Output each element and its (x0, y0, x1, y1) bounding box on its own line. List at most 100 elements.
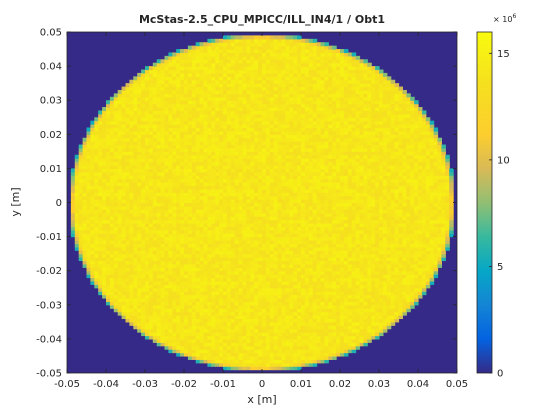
heatmap-cell (254, 154, 259, 159)
heatmap-cell (234, 185, 240, 190)
heatmap-cell (226, 100, 232, 105)
heatmap-cell (207, 168, 212, 173)
heatmap-cell (304, 134, 310, 139)
heatmap-cell (250, 86, 255, 91)
heatmap-cell (145, 335, 150, 340)
heatmap-cell (262, 253, 267, 258)
heatmap-cell (113, 195, 119, 200)
heatmap-cell (250, 117, 255, 122)
heatmap-cell (172, 117, 177, 122)
heatmap-cell (168, 158, 173, 163)
heatmap-cell (207, 147, 212, 152)
heatmap-cell (207, 321, 212, 326)
heatmap-cell (141, 171, 146, 176)
heatmap-cell (226, 86, 232, 91)
heatmap-cell (230, 280, 236, 285)
heatmap-cell (148, 137, 154, 142)
heatmap-cell (199, 359, 205, 364)
heatmap-cell (145, 72, 150, 77)
heatmap-cell (223, 277, 228, 282)
heatmap-cell (211, 315, 216, 320)
heatmap-cell (203, 325, 208, 330)
heatmap-cell (195, 342, 201, 347)
heatmap-cell (121, 267, 127, 272)
heatmap-cell (215, 297, 220, 302)
heatmap-cell (113, 263, 119, 268)
heatmap-cell (254, 107, 259, 112)
heatmap-cell (203, 79, 208, 84)
heatmap-cell (195, 202, 201, 207)
heatmap-cell (109, 158, 115, 163)
heatmap-cell (304, 178, 310, 183)
heatmap-cell (269, 79, 275, 84)
heatmap-cell (211, 151, 216, 156)
heatmap-cell (141, 93, 146, 98)
heatmap-cell (215, 59, 220, 64)
heatmap-cell (187, 260, 193, 265)
heatmap-cell (98, 127, 103, 132)
heatmap-cell (109, 233, 115, 238)
heatmap-cell (141, 83, 146, 88)
heatmap-cell (281, 79, 286, 84)
heatmap-cell (203, 175, 208, 180)
heatmap-cell (86, 250, 91, 255)
heatmap-cell (187, 182, 193, 187)
heatmap-cell (273, 151, 279, 156)
heatmap-cell (121, 86, 127, 91)
heatmap-cell (141, 182, 146, 187)
heatmap-cell (82, 195, 88, 200)
heatmap-cell (152, 147, 158, 152)
heatmap-cell (176, 86, 181, 91)
heatmap-cell (191, 158, 197, 163)
heatmap-cell (70, 171, 76, 176)
heatmap-cell (98, 270, 103, 275)
heatmap-cell (289, 270, 294, 275)
heatmap-cell (148, 103, 154, 108)
heatmap-cell (156, 72, 162, 77)
heatmap-cell (148, 69, 154, 74)
heatmap-cell (215, 240, 220, 245)
heatmap-cell (304, 83, 310, 88)
heatmap-cell (265, 270, 271, 275)
heatmap-cell (148, 209, 154, 214)
heatmap-cell (168, 141, 173, 146)
heatmap-cell (207, 205, 212, 210)
heatmap-cell (106, 117, 111, 122)
heatmap-cell (164, 113, 169, 118)
heatmap-cell (137, 294, 142, 299)
heatmap-cell (187, 134, 193, 139)
heatmap-cell (203, 297, 208, 302)
heatmap-cell (293, 59, 298, 64)
heatmap-cell (246, 158, 251, 163)
heatmap-cell (137, 253, 142, 258)
heatmap-cell (125, 124, 130, 129)
heatmap-cell (152, 137, 158, 142)
heatmap-cell (187, 219, 193, 224)
heatmap-cell (254, 113, 259, 118)
heatmap-cell (281, 96, 286, 101)
heatmap-cell (148, 72, 154, 77)
heatmap-cell (121, 171, 127, 176)
heatmap-cell (109, 127, 115, 132)
heatmap-cell (262, 277, 267, 282)
heatmap-cell (297, 202, 302, 207)
heatmap-cell (203, 161, 208, 166)
heatmap-cell (285, 233, 290, 238)
heatmap-cell (125, 202, 130, 207)
heatmap-cell (246, 130, 251, 135)
heatmap-cell (281, 362, 286, 367)
heatmap-cell (285, 141, 290, 146)
heatmap-cell (191, 226, 197, 231)
heatmap-cell (156, 318, 162, 323)
heatmap-cell (176, 154, 181, 159)
heatmap-cell (293, 110, 298, 115)
heatmap-cell (277, 274, 283, 279)
heatmap-cell (180, 280, 185, 285)
heatmap-cell (78, 236, 84, 241)
heatmap-cell (133, 294, 138, 299)
heatmap-cell (90, 263, 95, 268)
heatmap-cell (219, 287, 224, 292)
heatmap-cell (250, 229, 255, 234)
heatmap-cell (164, 219, 169, 224)
heatmap-cell (152, 171, 158, 176)
